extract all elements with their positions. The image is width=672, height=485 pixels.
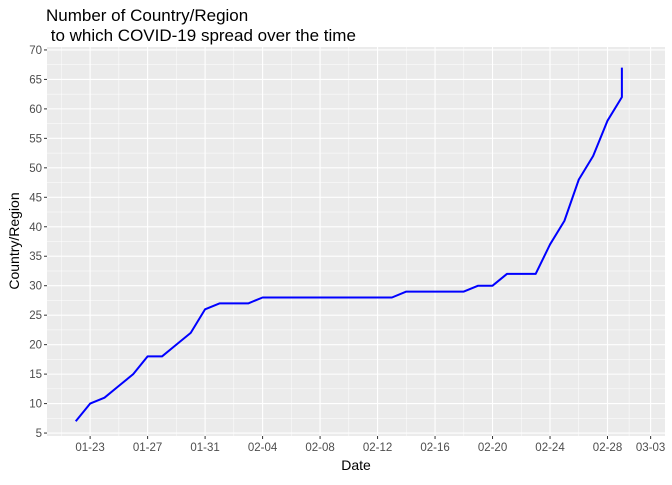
x-tick-label: 01-23 bbox=[75, 442, 104, 454]
y-tick-label: 40 bbox=[29, 222, 42, 234]
x-tick-label: 02-24 bbox=[535, 442, 565, 454]
chart-title-line2: to which COVID-19 spread over the time bbox=[46, 26, 356, 45]
y-tick-label: 20 bbox=[29, 340, 42, 352]
y-tick-label: 55 bbox=[29, 133, 42, 145]
x-tick-label: 03-03 bbox=[636, 442, 665, 454]
y-tick-label: 70 bbox=[29, 45, 42, 57]
x-tick-label: 02-12 bbox=[363, 442, 392, 454]
chart-title-line1: Number of Country/Region bbox=[46, 6, 248, 25]
minor-gridlines bbox=[47, 47, 665, 436]
series-layer bbox=[74, 67, 623, 422]
y-tick-label: 30 bbox=[29, 281, 42, 293]
y-tick-label: 35 bbox=[29, 251, 42, 263]
y-tick-label: 25 bbox=[29, 310, 42, 322]
series-line-0 bbox=[74, 67, 623, 422]
x-tick-label: 01-31 bbox=[190, 442, 219, 454]
x-tick-label: 02-16 bbox=[420, 442, 449, 454]
x-axis-title: Date bbox=[341, 457, 371, 473]
x-axis: 01-23 01-27 01-31 02-04 02-08 02-12 02-16 02-20… bbox=[75, 436, 665, 454]
y-tick-label: 60 bbox=[29, 104, 42, 116]
y-tick-label: 5 bbox=[36, 428, 42, 440]
y-axis: 5 10 15 20 25 30 35 40 45 50 55 60 65 70 bbox=[29, 45, 47, 440]
x-tick-label: 01-27 bbox=[133, 442, 162, 454]
y-tick-label: 10 bbox=[29, 399, 42, 411]
x-tick-label: 02-28 bbox=[593, 442, 622, 454]
y-tick-label: 50 bbox=[29, 163, 42, 175]
y-tick-label: 65 bbox=[29, 74, 42, 86]
y-tick-label: 15 bbox=[29, 369, 42, 381]
x-tick-label: 02-04 bbox=[248, 442, 278, 454]
x-tick-label: 02-08 bbox=[305, 442, 334, 454]
x-tick-label: 02-20 bbox=[478, 442, 507, 454]
y-axis-title: Country/Region bbox=[6, 192, 22, 289]
y-tick-label: 45 bbox=[29, 192, 42, 204]
major-gridlines bbox=[47, 47, 665, 436]
